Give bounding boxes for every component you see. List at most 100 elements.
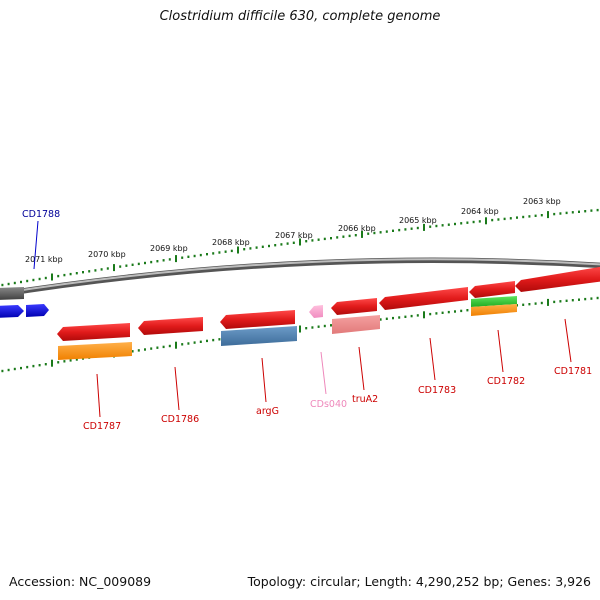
ruler-outer-minor-tick [187,255,190,258]
ruler-inner-minor-tick [20,366,22,370]
ruler-label-2066: 2066 kbp [338,224,376,233]
ruler-outer-minor-tick [75,272,78,275]
ruler-inner-minor-tick [522,303,525,306]
ruler-inner-minor-tick [187,342,190,345]
ruler-outer-minor-tick [491,218,494,222]
ruler-outer-minor-tick [88,270,91,273]
ruler-inner-major-tick [423,311,425,319]
ruler-outer-minor-tick [125,264,128,267]
ruler-outer-minor-tick [398,228,401,232]
ruler-outer-minor-tick [206,253,208,256]
ruler-inner-minor-tick [466,309,469,312]
leader-cd1786 [174,366,180,411]
ruler-inner-minor-tick [57,361,60,364]
gene-label-cds040: CDs040 [310,399,347,410]
ruler-inner-minor-tick [156,346,159,349]
ruler-inner-minor-tick [454,310,456,313]
ruler-inner-minor-tick [330,324,332,327]
ruler-inner-minor-tick [392,316,394,320]
ruler-outer-minor-tick [392,229,394,232]
ruler-label-2063: 2063 kbp [523,197,561,206]
ruler-inner-minor-tick [162,345,165,349]
map-title: Clostridium difficile 630, complete geno… [159,9,441,24]
ruler-outer-minor-tick [212,252,215,255]
gene-label-trua2: truA2 [352,394,378,405]
ruler-outer-minor-tick [13,281,16,285]
ruler-outer-minor-tick [571,211,574,214]
ruler-outer-minor-tick [497,218,500,221]
leader-cd1781 [564,318,572,363]
ruler-outer-major-tick [299,238,301,246]
ruler-inner-minor-tick [144,348,146,351]
ruler-inner-minor-tick [168,344,171,348]
ruler-inner-minor-tick [565,299,568,302]
ruler-inner-minor-tick [13,367,16,371]
ruler-outer-minor-tick [100,268,103,271]
feature-gray-left [0,287,24,300]
ruler-outer-minor-tick [509,217,512,220]
feature-trua2 [331,298,377,315]
ruler-inner-minor-tick [212,338,215,342]
leader-cd1788 [33,220,39,270]
ruler-inner-minor-tick [44,363,47,366]
ruler-outer-minor-tick [168,258,171,261]
ruler-outer-minor-tick [193,254,196,258]
ruler-inner-minor-tick [571,299,574,302]
ruler-label-2068: 2068 kbp [212,238,250,247]
ruler-outer-minor-tick [7,282,10,286]
ruler-outer-minor-tick [162,259,165,262]
ruler-outer-minor-tick [150,260,153,264]
ruler-inner-minor-tick [590,297,593,300]
ruler-inner-minor-tick [32,364,35,368]
ruler-outer-minor-tick [330,237,332,240]
ruler-outer-minor-tick [230,249,233,253]
feature-argg-gene [221,326,297,346]
ruler-outer-minor-tick [534,214,537,217]
gene-label-cd1787: CD1787 [83,421,121,432]
ruler-outer-minor-tick [373,231,376,235]
ruler-outer-minor-tick [224,250,227,253]
feature-cd1781 [515,266,600,292]
ruler-outer-minor-tick [559,212,562,215]
ruler-outer-minor-tick [516,216,518,219]
ruler-inner-minor-tick [435,312,438,315]
ruler-outer-minor-tick [94,269,97,272]
ruler-inner-minor-tick [534,302,537,305]
ruler-outer-minor-tick [292,241,295,244]
ruler-outer-minor-tick [305,240,308,243]
ruler-inner-minor-tick [75,358,78,361]
ruler-label-2064: 2064 kbp [461,207,499,216]
ruler-inner-minor-tick [181,343,184,346]
ruler-inner-minor-tick [528,303,531,306]
ruler-outer-minor-tick [410,227,413,230]
ruler-outer-minor-tick [243,248,246,251]
ruler-outer-minor-tick [454,222,456,226]
leader-argg [261,357,267,403]
ruler-outer-minor-tick [69,272,72,276]
ruler-inner-minor-tick [447,310,450,314]
ruler-outer-minor-tick [255,246,258,249]
ruler-outer-minor-tick [553,212,556,216]
feature-blue-1 [0,305,24,318]
ruler-label-2065: 2065 kbp [399,216,437,225]
ruler-outer-minor-tick [596,208,599,212]
ruler-inner-major-tick [299,325,301,333]
feature-cd1788 [26,304,49,317]
ruler-outer-minor-tick [522,215,525,219]
ruler-outer-minor-tick [385,230,388,233]
feature-argg [220,310,295,329]
ruler-inner-minor-tick [441,311,444,314]
ruler-outer-minor-tick [119,265,122,268]
leader-trua2 [358,346,365,391]
ruler-inner-minor-tick [584,297,587,301]
ruler-outer-minor-tick [336,236,339,239]
leader-cd1782 [497,329,504,373]
ruler-inner-minor-tick [69,359,72,362]
ruler-inner-minor-tick [1,369,4,373]
ruler-label-2069: 2069 kbp [150,244,188,253]
ruler-inner-minor-tick [385,317,388,320]
ruler-outer-minor-tick [435,224,438,228]
leader-cds040 [320,351,327,395]
ruler-outer-major-tick [113,264,115,272]
ruler-inner-minor-tick [131,350,134,353]
